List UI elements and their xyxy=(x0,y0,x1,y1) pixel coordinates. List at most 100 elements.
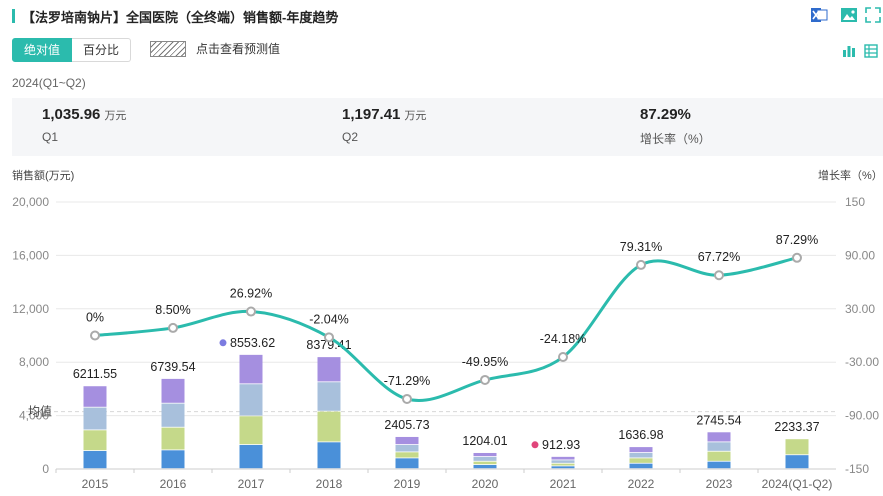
forecast-hatch-swatch xyxy=(150,40,186,57)
bar-value-label: 1204.01 xyxy=(462,434,507,448)
bar-segment xyxy=(161,403,185,427)
x-tick-label: 2016 xyxy=(160,477,187,491)
growth-point xyxy=(402,393,412,404)
growth-point xyxy=(324,332,334,343)
growth-label: 87.29% xyxy=(776,233,818,247)
growth-point xyxy=(558,352,568,363)
summary-q1: 1,035.96 万元 Q1 xyxy=(42,106,126,144)
bar-segment xyxy=(473,452,497,457)
growth-point xyxy=(168,322,178,333)
fullscreen-icon[interactable] xyxy=(864,6,882,24)
x-tick-label: 2020 xyxy=(472,477,499,491)
bar-value-label: 8379.41 xyxy=(306,338,351,352)
bar-segment xyxy=(707,432,731,442)
forecast-toggle[interactable]: 点击查看预测值 xyxy=(150,40,280,57)
bar-segment xyxy=(629,452,653,458)
tab-absolute[interactable]: 绝对值 xyxy=(12,38,73,62)
growth-label: -49.95% xyxy=(462,355,509,369)
summary-q1-label: Q1 xyxy=(42,130,59,144)
bar-segment xyxy=(785,439,809,455)
x-tick-label: 2019 xyxy=(394,477,421,491)
bar-segment xyxy=(629,458,653,463)
bar-segment xyxy=(317,442,341,469)
summary-q2: 1,197.41 万元 Q2 xyxy=(342,106,426,144)
growth-label: -24.18% xyxy=(540,332,587,346)
growth-point xyxy=(636,259,646,270)
forecast-label: 点击查看预测值 xyxy=(196,42,281,56)
bar-segment xyxy=(317,411,341,442)
growth-point xyxy=(246,306,256,317)
bar-chart-icon[interactable] xyxy=(842,44,856,58)
bar-segment xyxy=(395,458,419,469)
bar-segment xyxy=(239,444,263,469)
average-label: 均值 xyxy=(28,404,52,419)
bar-segment xyxy=(629,447,653,453)
image-export-icon[interactable] xyxy=(840,6,858,24)
table-view-icon[interactable] xyxy=(864,44,878,58)
bar-value-label: 2405.73 xyxy=(384,418,429,432)
bar-segment xyxy=(707,451,731,461)
x-tick-label: 2015 xyxy=(82,477,109,491)
bar-segment xyxy=(551,463,575,466)
chart-header: 【法罗培南钠片】全国医院（全终端）销售额-年度趋势 xyxy=(0,0,883,30)
bar-value-label: 8553.62 xyxy=(230,336,275,350)
summary-q1-value: 1,035.96 xyxy=(42,106,101,123)
period-label: 2024(Q1~Q2) xyxy=(12,76,86,90)
bar-value-label: 2745.54 xyxy=(696,413,741,427)
growth-label: 8.50% xyxy=(155,303,190,317)
bar-segment xyxy=(473,456,497,461)
growth-rate-line xyxy=(94,256,798,402)
summary-q2-value: 1,197.41 xyxy=(342,106,401,123)
y-right-tick-label: 150 xyxy=(845,195,865,209)
y-right-tick-label: 90.00 xyxy=(845,248,875,262)
summary-q2-label: Q2 xyxy=(342,130,359,144)
x-tick-label: 2017 xyxy=(238,477,265,491)
x-tick-label: 2021 xyxy=(550,477,577,491)
x-tick-label: 2024(Q1-Q2) xyxy=(762,477,833,491)
tab-percentage[interactable]: 百分比 xyxy=(72,38,132,62)
bar-segment xyxy=(395,452,419,458)
growth-point xyxy=(714,270,724,281)
bar-segment xyxy=(707,461,731,469)
left-axis-title: 销售额(万元) xyxy=(12,170,75,182)
x-tick-label: 2023 xyxy=(706,477,733,491)
bar-segment xyxy=(239,354,263,384)
y-left-tick-label: 20,000 xyxy=(12,195,49,209)
growth-point xyxy=(480,374,490,385)
bar-segment xyxy=(83,450,107,469)
value-mode-tabs: 绝对值 百分比 xyxy=(12,38,132,62)
y-right-tick-label: -30.00 xyxy=(845,355,879,369)
y-left-tick-label: 12,000 xyxy=(12,302,49,316)
title-accent-bar xyxy=(12,9,15,23)
bar-segment xyxy=(317,382,341,411)
bar-segment xyxy=(473,464,497,469)
bar-value-label: 912.93 xyxy=(542,438,580,452)
summary-q2-unit: 万元 xyxy=(404,110,427,122)
x-tick-label: 2018 xyxy=(316,477,343,491)
bar-segment xyxy=(317,357,341,382)
growth-label: -2.04% xyxy=(309,312,349,326)
bar-segment xyxy=(785,455,809,469)
y-left-tick-label: 16,000 xyxy=(12,248,49,262)
y-right-tick-label: 30.00 xyxy=(845,302,875,316)
bar-value-label: 6211.55 xyxy=(73,367,117,381)
y-right-tick-label: -150 xyxy=(845,462,869,476)
excel-export-icon[interactable] xyxy=(810,6,828,24)
bar-value-label: 1636.98 xyxy=(618,428,663,442)
bar-segment xyxy=(239,416,263,445)
bar-segment xyxy=(395,444,419,452)
growth-label: 67.72% xyxy=(698,250,740,264)
min-marker xyxy=(531,441,539,449)
bar-segment xyxy=(473,461,497,465)
right-axis-title: 增长率（%） xyxy=(818,170,883,182)
summary-growth-value: 87.29% xyxy=(640,106,691,123)
y-left-tick-label: 8,000 xyxy=(19,355,49,369)
summary-q1-unit: 万元 xyxy=(104,110,127,122)
bar-value-label: 2233.37 xyxy=(774,420,819,434)
bar-segment xyxy=(161,378,185,403)
y-left-tick-label: 0 xyxy=(42,462,49,476)
chart-title: 【法罗培南钠片】全国医院（全终端）销售额-年度趋势 xyxy=(22,10,339,25)
bar-segment xyxy=(161,450,185,469)
bar-segment xyxy=(395,436,419,445)
